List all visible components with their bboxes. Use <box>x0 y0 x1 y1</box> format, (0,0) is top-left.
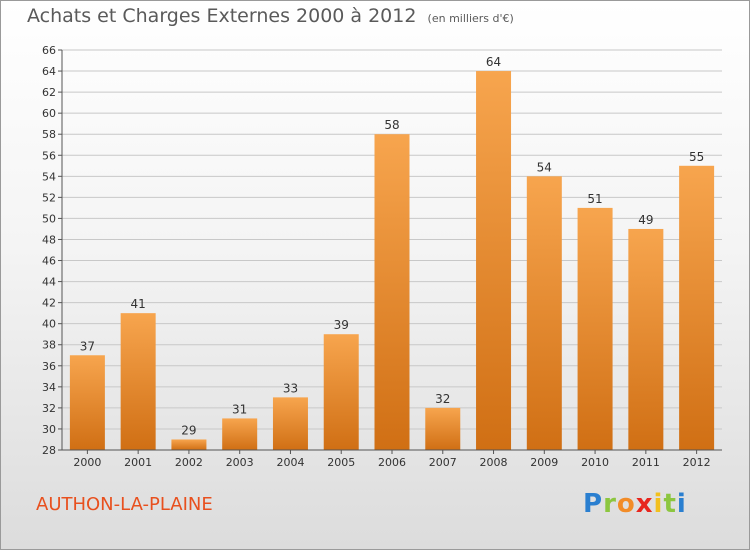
y-tick-label: 30 <box>42 423 56 436</box>
axes: 28 30 32 34 36 38 40 42 44 46 48 50 52 54 56 58 60 62 64 66… <box>42 44 722 469</box>
data-label: 41 <box>131 297 146 311</box>
logo-letter: t <box>663 489 677 519</box>
bar-2006 <box>374 134 410 451</box>
x-tick-label: 2007 <box>429 456 457 469</box>
bar-2001 <box>120 313 156 450</box>
x-tick-label: 2010 <box>581 456 609 469</box>
chart-title: Achats et Charges Externes 2000 à 2012 (… <box>27 5 514 27</box>
y-tick-label: 40 <box>42 318 56 331</box>
y-tick-label: 58 <box>42 128 56 141</box>
bar-2005 <box>323 334 359 450</box>
bar-2003 <box>222 418 258 450</box>
y-tick-label: 36 <box>42 360 56 373</box>
y-tick-label: 52 <box>42 191 56 204</box>
x-tick-label: 2003 <box>226 456 254 469</box>
data-label: 29 <box>181 423 196 437</box>
chart-title-main: Achats et Charges Externes 2000 à 2012 <box>27 5 417 27</box>
logo-letter: o <box>616 489 636 519</box>
x-tick-label: 2009 <box>530 456 558 469</box>
bar-2008 <box>476 71 512 450</box>
data-label: 33 <box>283 381 298 395</box>
data-label: 58 <box>384 118 399 132</box>
x-tick-label: 2012 <box>683 456 711 469</box>
y-tick-label: 56 <box>42 149 56 162</box>
x-tick-label: 2005 <box>327 456 355 469</box>
data-label: 64 <box>486 55 501 69</box>
bars <box>69 71 715 451</box>
data-label: 51 <box>587 192 602 206</box>
bar-2009 <box>526 176 562 450</box>
x-tick-label: 2008 <box>480 456 508 469</box>
bar-2010 <box>577 207 613 450</box>
logo-letter: r <box>603 489 617 519</box>
bar-2012 <box>679 165 715 450</box>
y-tick-label: 42 <box>42 297 56 310</box>
x-tick-label: 2011 <box>632 456 660 469</box>
y-tick-label: 32 <box>42 402 56 415</box>
data-label: 49 <box>638 213 653 227</box>
proxiti-logo: Proxiti <box>583 489 687 519</box>
x-tick-label: 2006 <box>378 456 406 469</box>
bar-2004 <box>272 397 308 450</box>
y-tick-label: 44 <box>42 276 56 289</box>
y-tick-label: 62 <box>42 86 56 99</box>
data-label: 31 <box>232 402 247 416</box>
y-tick-label: 66 <box>42 44 56 57</box>
y-tick-label: 54 <box>42 170 56 183</box>
logo-letter: x <box>635 489 654 519</box>
y-tick-label: 48 <box>42 233 56 246</box>
data-label: 39 <box>334 318 349 332</box>
data-label: 32 <box>435 392 450 406</box>
bar-2002 <box>171 439 207 450</box>
y-tick-label: 46 <box>42 255 56 268</box>
y-tick-label: 60 <box>42 107 56 120</box>
y-tick-label: 34 <box>42 381 56 394</box>
y-tick-label: 28 <box>42 444 56 457</box>
logo-letter: P <box>583 489 604 519</box>
bar-2007 <box>425 407 461 450</box>
bar-2000 <box>69 355 105 450</box>
x-tick-label: 2001 <box>124 456 152 469</box>
logo-letter: i <box>653 489 664 519</box>
data-label: 37 <box>80 339 95 353</box>
x-tick-label: 2002 <box>175 456 203 469</box>
y-tick-label: 38 <box>42 339 56 352</box>
logo-letter: i <box>676 489 687 519</box>
data-labels: 37 41 29 31 33 39 58 32 64 54 51 49 55 <box>80 55 705 437</box>
y-tick-label: 64 <box>42 65 56 78</box>
x-tick-label: 2000 <box>73 456 101 469</box>
y-tick-label: 50 <box>42 212 56 225</box>
data-label: 55 <box>689 150 704 164</box>
commune-name: AUTHON-LA-PLAINE <box>36 494 213 515</box>
chart-title-unit: (en milliers d'€) <box>427 12 514 25</box>
bar-2011 <box>628 228 664 450</box>
x-tick-label: 2004 <box>276 456 304 469</box>
data-label: 54 <box>537 160 552 174</box>
